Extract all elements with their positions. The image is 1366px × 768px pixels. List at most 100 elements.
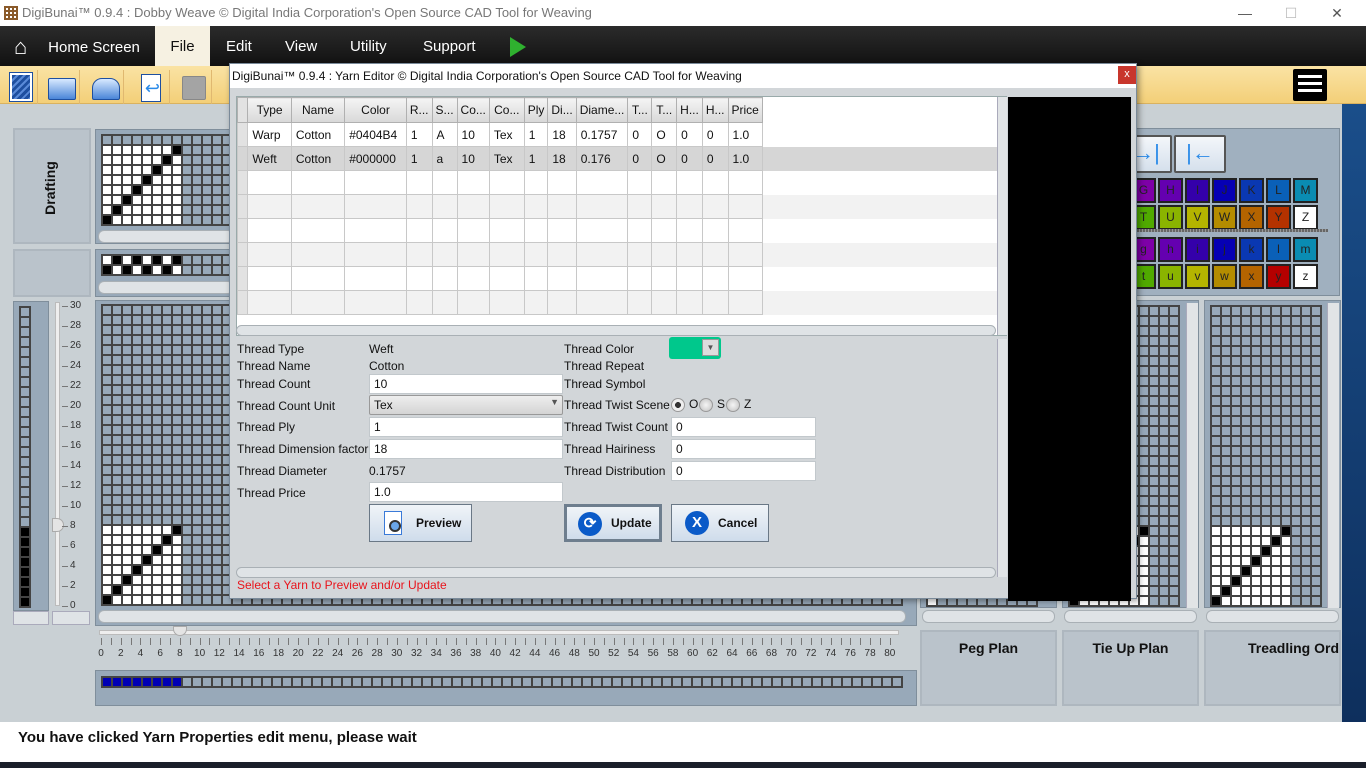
grid-cell[interactable] — [123, 566, 131, 574]
grid-cell[interactable] — [1292, 357, 1300, 365]
grid-cell[interactable] — [133, 346, 141, 354]
grid-cell[interactable] — [1232, 587, 1240, 595]
column-header[interactable]: Di... — [547, 97, 577, 123]
grid-cell[interactable] — [133, 396, 141, 404]
grid-cell[interactable] — [143, 336, 151, 344]
grid-cell[interactable] — [1150, 467, 1158, 475]
grid-cell[interactable] — [183, 306, 191, 314]
grid-cell[interactable] — [1252, 327, 1260, 335]
grid-cell[interactable] — [173, 186, 181, 194]
grid-cell[interactable] — [223, 456, 231, 464]
palette-swatch[interactable]: X — [1239, 205, 1264, 230]
grid-cell[interactable] — [103, 266, 111, 274]
grid-cell[interactable] — [1302, 557, 1310, 565]
grid-cell[interactable] — [1140, 477, 1148, 485]
palette-swatch[interactable]: I — [1185, 178, 1210, 203]
table-row[interactable] — [237, 194, 1006, 219]
grid-cell[interactable] — [123, 336, 131, 344]
grid-cell[interactable] — [133, 186, 141, 194]
grid-cell[interactable] — [133, 316, 141, 324]
grid-cell[interactable] — [1222, 367, 1230, 375]
grid-cell[interactable] — [123, 486, 131, 494]
grid-cell[interactable] — [1252, 367, 1260, 375]
grid-cell[interactable] — [1150, 567, 1158, 575]
table-row[interactable]: Weft Cotton #000000 1 a 10 Tex 1 18 0.176 0 O 0 0 1.0 — [237, 146, 1006, 171]
grid-cell[interactable] — [133, 306, 141, 314]
grid-cell[interactable] — [123, 526, 131, 534]
grid-cell[interactable] — [123, 516, 131, 524]
grid-cell[interactable] — [1262, 477, 1270, 485]
grid-cell[interactable] — [193, 136, 201, 144]
grid-cell[interactable] — [103, 386, 111, 394]
grid-cell[interactable] — [763, 596, 771, 604]
grid-cell[interactable] — [793, 596, 801, 604]
grid-cell[interactable] — [1222, 467, 1230, 475]
column-header[interactable]: Ply — [523, 97, 549, 123]
grid-cell[interactable] — [143, 256, 151, 264]
grid-cell[interactable] — [1232, 357, 1240, 365]
grid-cell[interactable] — [153, 136, 161, 144]
grid-cell[interactable] — [1242, 327, 1250, 335]
grid-cell[interactable] — [163, 326, 171, 334]
grid-cell[interactable] — [403, 596, 411, 604]
grid-cell[interactable] — [163, 526, 171, 534]
grid-cell[interactable] — [1302, 397, 1310, 405]
grid-cell[interactable] — [1170, 327, 1178, 335]
grid-cell[interactable] — [483, 596, 491, 604]
grid-cell[interactable] — [173, 536, 181, 544]
grid-cell[interactable] — [373, 596, 381, 604]
grid-cell[interactable] — [1312, 447, 1320, 455]
grid-cell[interactable] — [513, 596, 521, 604]
grid-cell[interactable] — [1222, 407, 1230, 415]
grid-cell[interactable] — [1170, 307, 1178, 315]
palette-swatch[interactable]: u — [1158, 264, 1183, 289]
grid-cell[interactable] — [123, 416, 131, 424]
weft-cell[interactable] — [21, 498, 29, 506]
warp-cell[interactable] — [793, 678, 801, 686]
grid-cell[interactable] — [163, 586, 171, 594]
grid-cell[interactable] — [1282, 527, 1290, 535]
grid-cell[interactable] — [383, 596, 391, 604]
grid-cell[interactable] — [1262, 347, 1270, 355]
grid-cell[interactable] — [1252, 587, 1260, 595]
grid-cell[interactable] — [113, 586, 121, 594]
grid-cell[interactable] — [143, 306, 151, 314]
grid-cell[interactable] — [1292, 317, 1300, 325]
grid-cell[interactable] — [143, 506, 151, 514]
grid-cell[interactable] — [183, 496, 191, 504]
grid-cell[interactable] — [1262, 377, 1270, 385]
grid-cell[interactable] — [1242, 447, 1250, 455]
grid-cell[interactable] — [1222, 557, 1230, 565]
grid-cell[interactable] — [1160, 387, 1168, 395]
grid-cell[interactable] — [1170, 507, 1178, 515]
grid-cell[interactable] — [223, 366, 231, 374]
grid-cell[interactable] — [1262, 527, 1270, 535]
grid-cell[interactable] — [203, 316, 211, 324]
warp-cell[interactable] — [653, 678, 661, 686]
grid-cell[interactable] — [713, 596, 721, 604]
grid-cell[interactable] — [1212, 517, 1220, 525]
grid-cell[interactable] — [193, 566, 201, 574]
grid-cell[interactable] — [1242, 467, 1250, 475]
grid-cell[interactable] — [133, 576, 141, 584]
grid-cell[interactable] — [113, 256, 121, 264]
grid-cell[interactable] — [173, 326, 181, 334]
grid-cell[interactable] — [1232, 457, 1240, 465]
weft-cell[interactable] — [21, 398, 29, 406]
weft-cell[interactable] — [21, 308, 29, 316]
grid-cell[interactable] — [733, 596, 741, 604]
warp-cell[interactable] — [413, 678, 421, 686]
grid-cell[interactable] — [523, 596, 531, 604]
grid-cell[interactable] — [123, 406, 131, 414]
grid-cell[interactable] — [123, 376, 131, 384]
grid-cell[interactable] — [1252, 597, 1260, 605]
grid-cell[interactable] — [1252, 537, 1260, 545]
grid-cell[interactable] — [1302, 327, 1310, 335]
grid-cell[interactable] — [103, 576, 111, 584]
palette-swatch[interactable]: k — [1239, 237, 1264, 262]
grid-cell[interactable] — [223, 306, 231, 314]
grid-cell[interactable] — [1222, 477, 1230, 485]
grid-cell[interactable] — [1262, 507, 1270, 515]
warp-cell[interactable] — [213, 678, 221, 686]
grid-cell[interactable] — [153, 446, 161, 454]
